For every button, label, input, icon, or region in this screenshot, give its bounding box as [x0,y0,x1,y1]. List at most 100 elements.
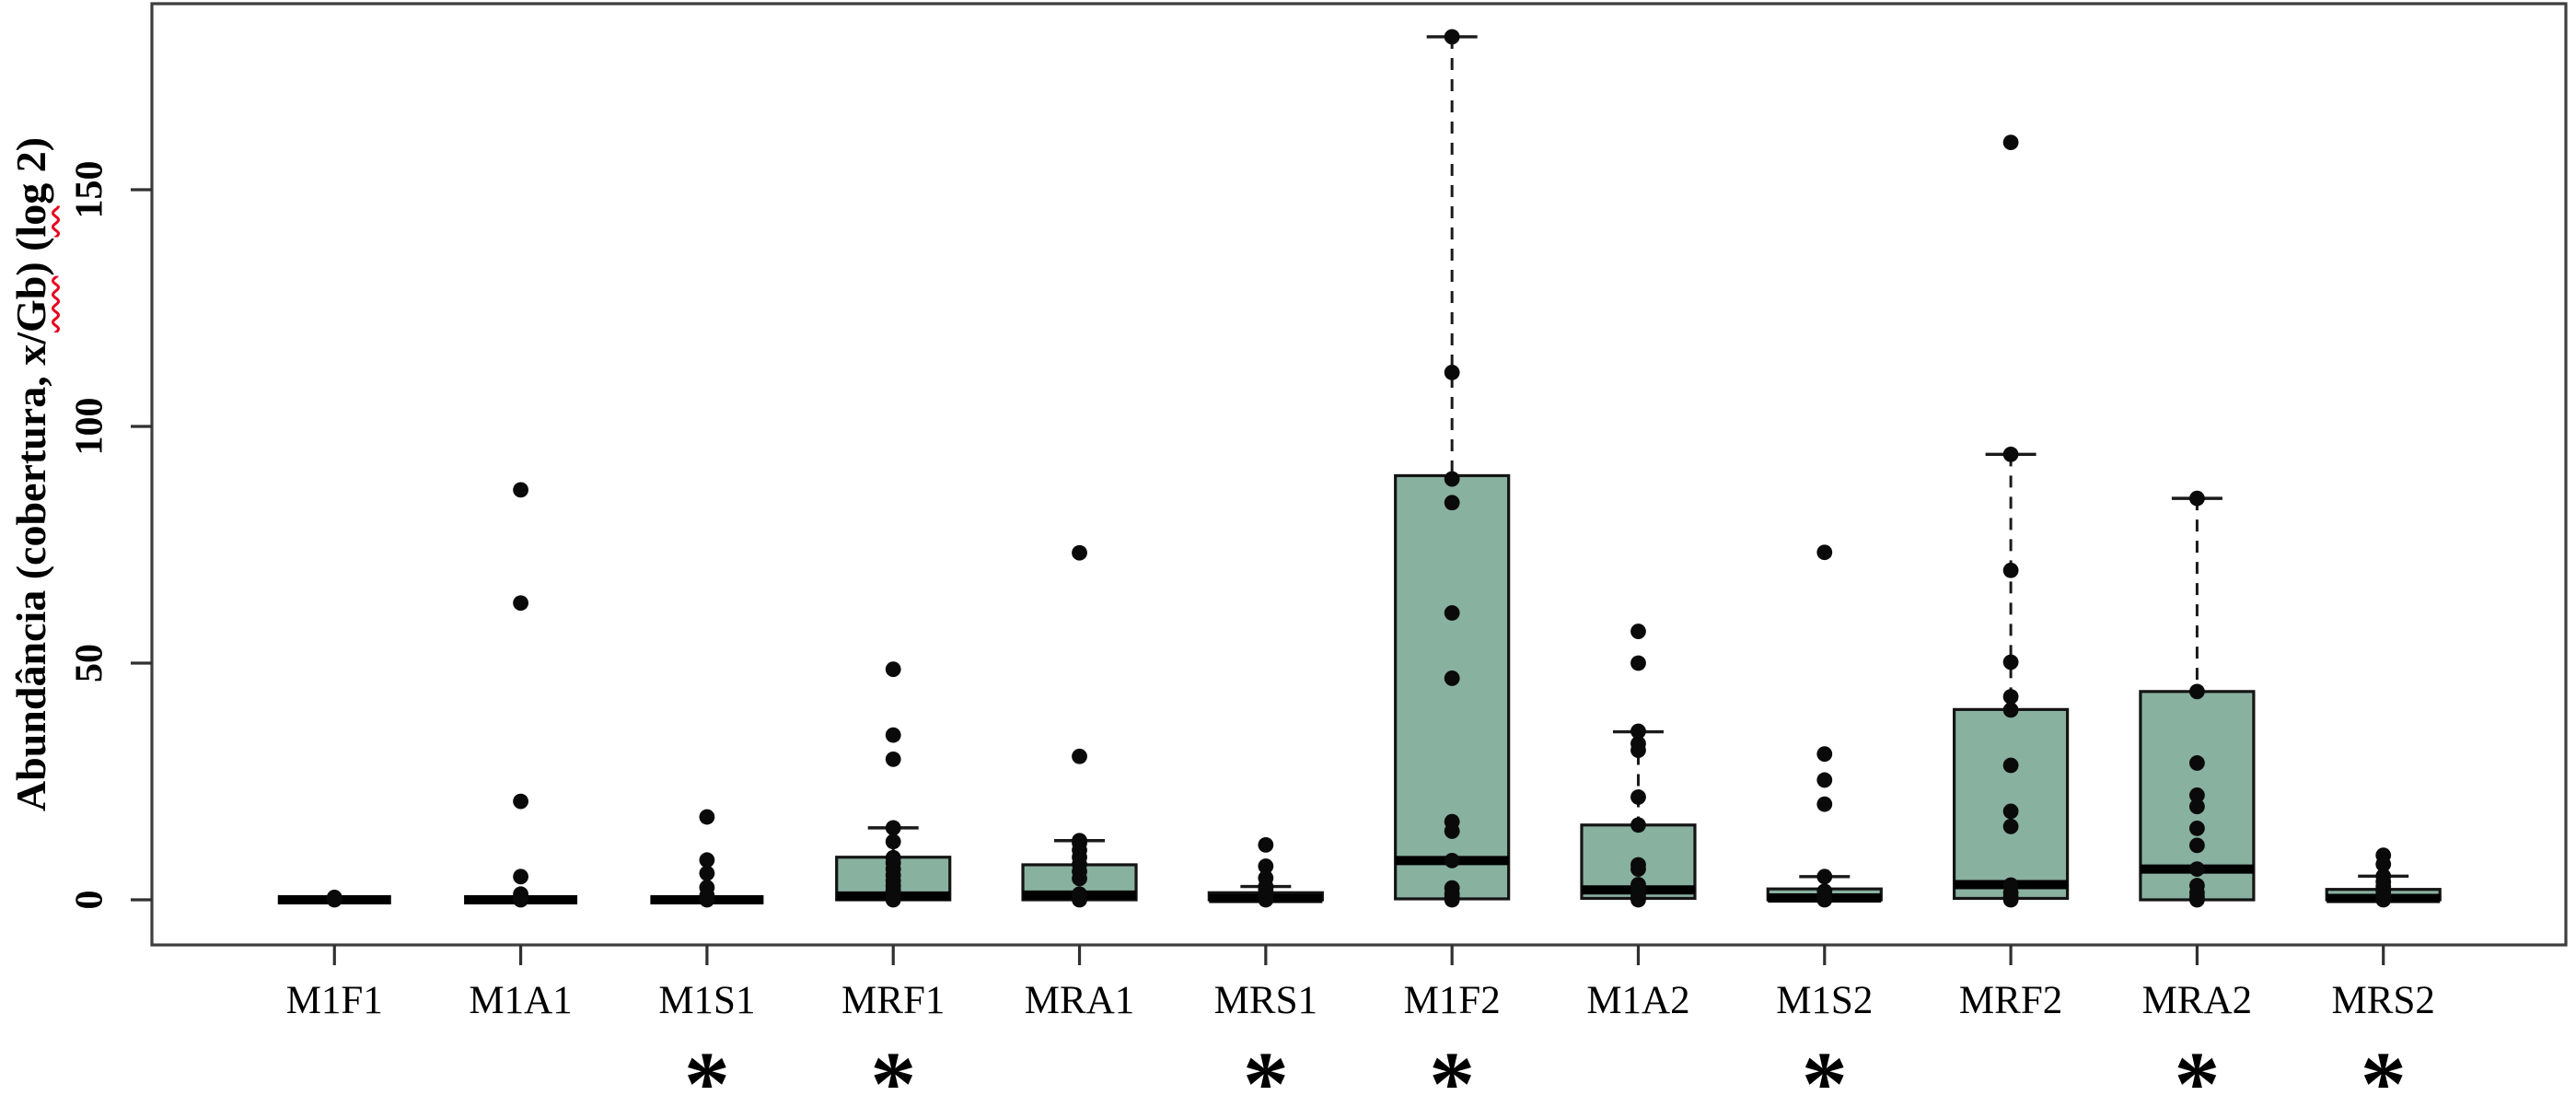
data-point [699,852,715,868]
data-point [885,727,901,743]
data-point [513,482,528,498]
significance-MRS2: * [2361,1032,2407,1088]
data-point [1072,544,1087,561]
data-point [1072,748,1087,764]
data-point [2002,134,2019,151]
data-point [2189,837,2205,854]
data-point [1444,813,1460,830]
data-point [1816,868,1833,885]
x-label-MRF2: MRF2 [1959,979,2062,1022]
data-point [1258,858,1274,874]
data-point [1072,886,1087,903]
y-axis-title-misspelled-word: Gb [7,275,54,333]
data-point [2002,702,2019,718]
data-point [1444,605,1460,621]
significance-M1F2: * [1429,1032,1475,1088]
x-label-MRS1: MRS1 [1214,979,1317,1022]
data-point [1630,723,1646,740]
data-point [2189,683,2205,700]
data-point [1630,877,1646,892]
category-M1F1: M1F1 [277,890,391,1022]
data-point [2002,446,2019,462]
y-axis-title-text: 2) [7,136,54,183]
data-point [885,820,901,836]
significance-MRF1: * [870,1032,916,1088]
category-MRF1: MRF1 * [835,661,952,1088]
x-label-M1S1: M1S1 [658,979,755,1022]
data-point [2002,818,2019,834]
category-MRA2: MRA2 * [2139,490,2256,1088]
data-point [326,890,342,905]
data-point [699,809,715,825]
x-label-MRS2: MRS2 [2332,979,2435,1022]
data-point [1258,869,1274,886]
data-point [2002,654,2019,670]
data-point [1816,772,1833,788]
data-point [2002,757,2019,774]
data-point [513,886,528,903]
data-point [1630,624,1646,639]
data-point [1444,852,1460,868]
plot-frame [150,2,2568,947]
x-label-MRA2: MRA2 [2142,979,2252,1022]
category-MRF2: MRF2 [1953,134,2070,1022]
y-axis-title-text: Abundância (cobertura, x/ [7,332,54,812]
data-point [2002,689,2019,705]
significance-M1S1: * [684,1032,730,1088]
y-tick-label: 100 [69,398,111,456]
y-tick-label: 150 [69,161,111,219]
y-axis-title-text: ) ( [7,237,54,276]
data-point [1444,495,1460,511]
data-point [2002,562,2019,578]
data-point [1444,880,1460,896]
data-point [1444,471,1460,487]
category-M1S2: M1S2 * [1766,544,1883,1088]
data-point [2375,868,2392,884]
data-point [699,865,715,881]
x-label-M1A2: M1A2 [1586,979,1689,1022]
data-point [2002,877,2019,893]
category-MRA1: MRA1 [1021,544,1138,1022]
x-label-M1F1: M1F1 [286,979,383,1022]
data-point [885,661,901,678]
significance-MRS1: * [1243,1032,1289,1088]
x-label-M1A1: M1A1 [469,979,572,1022]
data-point [2002,803,2019,820]
boxplot-figure: 0 50 100 150 M1F1 M1A1 M1S1 * MRF1 * MRA1 MRS1 * M1F2… [7,2,2568,1088]
data-point [1816,544,1833,561]
category-MRS1: MRS1 * [1207,836,1324,1088]
data-point [2189,490,2205,507]
y-axis: 0 50 100 150 [69,161,152,910]
data-point [2189,820,2205,836]
data-point [2189,798,2205,815]
data-point [1630,857,1646,873]
data-point [1630,735,1646,752]
data-point [1630,817,1646,833]
y-tick-label: 0 [69,891,111,910]
y-axis-title-misspelled-word: log [7,182,54,238]
data-point [1444,29,1460,45]
data-point [2189,878,2205,893]
data-point [1816,883,1833,900]
x-label-M1F2: M1F2 [1404,979,1501,1022]
y-tick-label: 50 [69,644,111,682]
category-M1A1: M1A1 [464,482,578,1022]
x-label-M1S2: M1S2 [1776,979,1873,1022]
category-M1F2: M1F2 * [1394,29,1511,1088]
data-point [1072,833,1087,849]
data-point [513,595,528,612]
data-point [2375,847,2392,864]
significance-M1S2: * [1802,1032,1848,1088]
data-point [885,751,901,767]
data-point [513,793,528,810]
x-label-MRF1: MRF1 [841,979,945,1022]
data-point [1816,796,1833,812]
significance-MRA2: * [2174,1032,2220,1088]
data-point [1816,746,1833,763]
data-point [699,880,715,896]
y-axis-title: Abundância (cobertura, x/Gb) (log 2) [0,0,64,1119]
data-point [1444,670,1460,686]
data-point [2189,861,2205,877]
data-point [1444,365,1460,380]
